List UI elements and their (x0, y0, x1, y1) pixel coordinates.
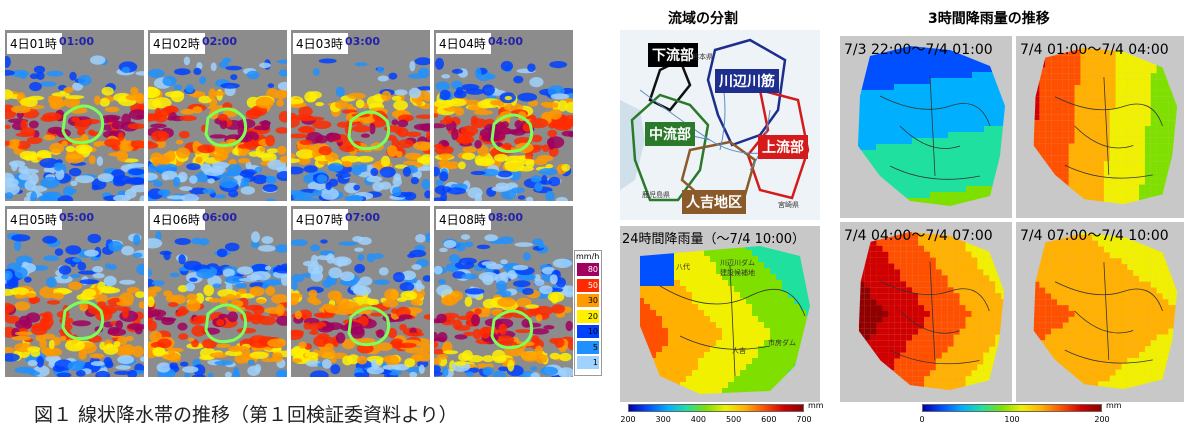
radar-image (434, 57, 573, 201)
rain3h-map-3 (858, 231, 1005, 391)
rain3h-map-2 (1033, 47, 1178, 205)
region-hitoyoshi: 人吉地区 (682, 190, 746, 214)
radar-tile-time: 02:00 (202, 35, 238, 48)
rain-trend-title: 3時間降雨量の推移 (928, 11, 1050, 27)
radar-tile: 4日01時 01:00 (4, 29, 145, 202)
basin-division-map: 下流部 川辺川筋 中流部 上流部 人吉地区 熊本県 鹿児島県 宮崎県 (620, 30, 820, 220)
rain3h-title-2: 7/4 01:00～7/4 04:00 (1020, 42, 1169, 58)
colorbar-tick: 200 (620, 415, 636, 424)
colorbar-gradient (922, 404, 1102, 412)
radar-image (5, 55, 144, 201)
colorbar-tick: 0 (919, 415, 925, 424)
legend-level: 30 (577, 294, 599, 307)
legend-level: 80 (577, 263, 599, 276)
region-kawabe: 川辺川筋 (715, 69, 779, 93)
colorbar-tick: 300 (655, 415, 671, 424)
radar-tile: 4日06時 06:00 (147, 205, 288, 378)
legend-level: 10 (577, 325, 599, 338)
radar-tile-time: 08:00 (488, 211, 524, 224)
legend-level: 20 (577, 309, 599, 323)
radar-tile-label: 4日01時 (7, 33, 62, 54)
radar-grid: 4日01時 01:00 4日02時 02:00 4日03時 03:00 4日04時 04:00… (4, 29, 574, 378)
colorbar-tick: 700 (796, 415, 812, 424)
rain3h-title-3: 7/4 04:00～7/4 07:00 (844, 228, 993, 244)
colorbar-tick: 200 (1094, 415, 1110, 424)
rain3h-map-4 (1033, 232, 1178, 390)
rain24-title: 24時間降雨量（～7/4 10:00） (622, 232, 806, 247)
colorbar-tick: 500 (725, 415, 742, 424)
rain24-map (640, 246, 810, 394)
radar-tile-time: 01:00 (59, 35, 95, 48)
radar-tile: 4日03時 03:00 (290, 29, 431, 202)
pref-kumamoto: 熊本県 (692, 53, 713, 61)
rain3h-title-1: 7/3 22:00～7/4 01:00 (844, 42, 993, 58)
rain3h-panel-1: 7/3 22:00～7/4 01:00 (840, 36, 1012, 218)
legend-level: 5 (577, 340, 599, 354)
radar-tile-label: 4日08時 (436, 209, 491, 230)
radar-tile-time: 04:00 (488, 35, 524, 48)
rain3h-panel-4: 7/4 07:00～7/4 10:00 (1016, 222, 1184, 402)
colorbar-24h: 200 300 400 500 600 700 (620, 404, 812, 424)
radar-tile-time: 06:00 (202, 211, 238, 224)
colorbar-3h-unit: mm (1106, 401, 1122, 410)
legend-level: 50 (577, 278, 599, 292)
label-ichifusa: 市房ダム (768, 339, 796, 347)
rain3h-map-1 (858, 46, 1005, 206)
region-lower: 下流部 (648, 43, 698, 67)
radar-tile-label: 4日04時 (436, 33, 491, 54)
radar-tile: 4日02時 02:00 (147, 29, 288, 202)
region-upper: 上流部 (758, 135, 808, 159)
basin-division-title: 流域の分割 (668, 11, 738, 27)
rain3h-panel-3: 7/4 04:00～7/4 07:00 (840, 222, 1012, 402)
colorbar-24h-unit: mm (808, 401, 824, 410)
legend-level: 1 (577, 356, 599, 369)
radar-tile: 4日07時 07:00 (290, 205, 431, 378)
radar-tile-label: 4日05時 (7, 209, 62, 230)
radar-tile-label: 4日07時 (293, 209, 348, 230)
radar-tile-time: 07:00 (345, 211, 381, 224)
pref-kagoshima: 鹿児島県 (642, 191, 670, 199)
legend-unit: mm/h (576, 252, 600, 261)
radar-tile-label: 4日02時 (150, 33, 205, 54)
figure-caption: 図１ 線状降水帯の推移（第１回検証委資料より） (34, 404, 458, 426)
region-middle: 中流部 (645, 122, 695, 146)
colorbar-3h: 0 100 200 (919, 404, 1110, 424)
radar-tile-label: 4日03時 (293, 33, 348, 54)
radar-image (148, 56, 287, 201)
radar-tile-time: 03:00 (345, 35, 381, 48)
radar-image (434, 234, 573, 377)
label-yatsushiro: 八代 (676, 263, 690, 271)
colorbar-tick: 600 (761, 415, 777, 424)
radar-image (291, 57, 430, 201)
label-dam-site: 川辺川ダム 建設候補地 (720, 259, 755, 277)
rain24-panel: 24時間降雨量（～7/4 10:00） 八代 川辺川ダム 建設候補地 人吉 市房… (620, 226, 820, 402)
colorbar-tick: 100 (1004, 415, 1020, 424)
radar-image (5, 232, 144, 377)
radar-tile: 4日08時 08:00 (433, 205, 574, 378)
radar-tile-label: 4日06時 (150, 209, 205, 230)
radar-tile-time: 05:00 (59, 211, 95, 224)
label-hitoyoshi: 人吉 (732, 347, 746, 355)
radar-image (148, 230, 287, 377)
radar-tile: 4日05時 05:00 (4, 205, 145, 378)
colorbar-tick: 400 (690, 415, 707, 424)
radar-legend: mm/h 80 50 30 20 10 5 1 (574, 250, 602, 376)
radar-tile: 4日04時 04:00 (433, 29, 574, 202)
rain3h-title-4: 7/4 07:00～7/4 10:00 (1020, 228, 1169, 244)
colorbar-gradient (628, 404, 804, 412)
radar-image (291, 232, 430, 377)
pref-miyazaki: 宮崎県 (778, 201, 799, 209)
rain3h-panel-2: 7/4 01:00～7/4 04:00 (1016, 36, 1184, 218)
